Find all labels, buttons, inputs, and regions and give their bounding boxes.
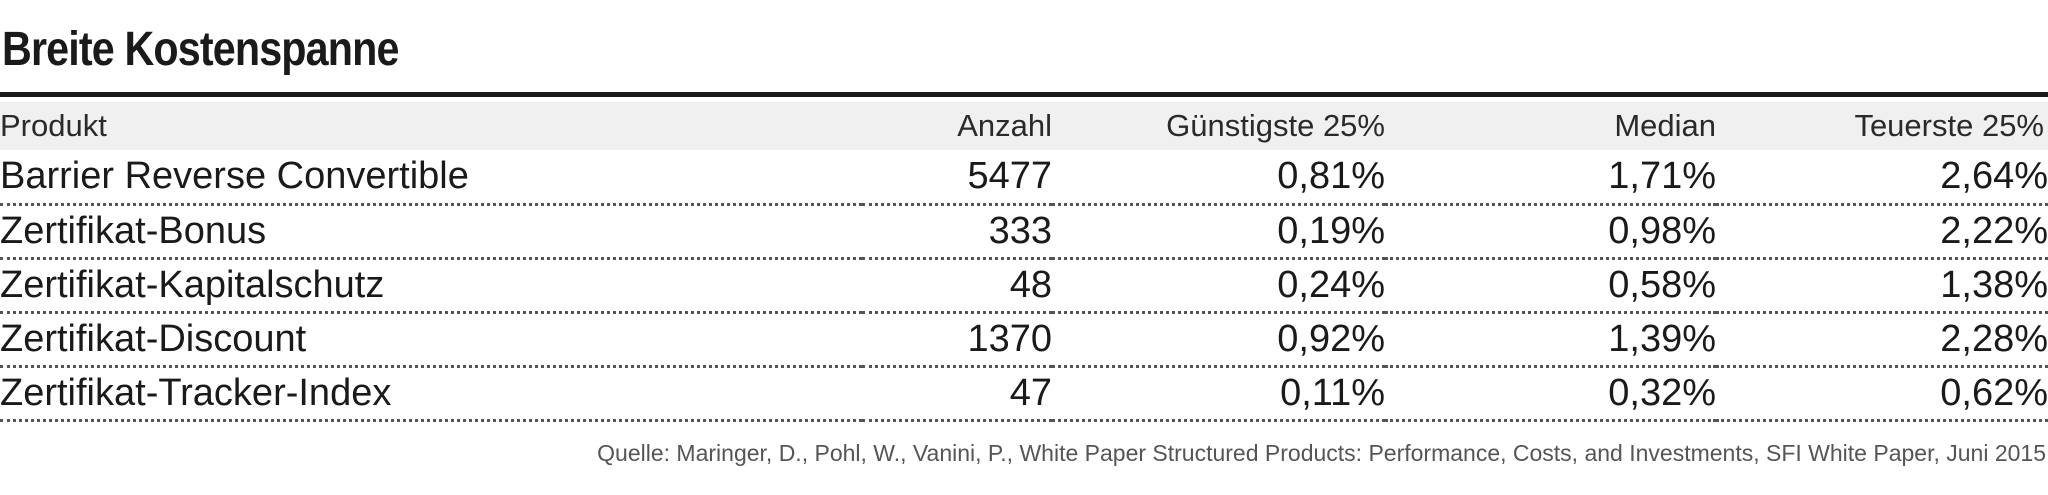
cell-median: 0,32% bbox=[1385, 366, 1716, 422]
cell-produkt: Zertifikat-Bonus bbox=[0, 204, 862, 260]
cell-anzahl: 47 bbox=[862, 366, 1052, 422]
cell-teuerste: 1,38% bbox=[1716, 258, 2048, 314]
cell-teuerste: 2,22% bbox=[1716, 204, 2048, 260]
cell-teuerste: 2,64% bbox=[1716, 150, 2048, 206]
cell-produkt: Zertifikat-Discount bbox=[0, 312, 862, 368]
table-row: Barrier Reverse Convertible 5477 0,81% 1… bbox=[0, 150, 2048, 206]
header-row: Produkt Anzahl Günstigste 25% Median Teu… bbox=[0, 102, 2048, 150]
column-header-teuerste: Teuerste 25% bbox=[1854, 108, 2044, 143]
cell-produkt: Barrier Reverse Convertible bbox=[0, 150, 862, 206]
cell-guenstigste: 0,92% bbox=[1052, 312, 1385, 368]
cell-produkt: Zertifikat-Tracker-Index bbox=[0, 366, 862, 422]
header-background bbox=[0, 102, 2048, 150]
cell-guenstigste: 0,19% bbox=[1052, 204, 1385, 260]
cost-table: Produkt Anzahl Günstigste 25% Median Teu… bbox=[0, 102, 2048, 422]
column-header-produkt: Produkt bbox=[0, 108, 107, 143]
table-row: Zertifikat-Bonus 333 0,19% 0,98% 2,22% bbox=[0, 204, 2048, 260]
cell-median: 0,98% bbox=[1385, 204, 1716, 260]
column-header-anzahl: Anzahl bbox=[957, 108, 1052, 143]
table-row: Zertifikat-Discount 1370 0,92% 1,39% 2,2… bbox=[0, 312, 2048, 368]
cell-anzahl: 48 bbox=[862, 258, 1052, 314]
table-row: Zertifikat-Tracker-Index 47 0,11% 0,32% … bbox=[0, 366, 2048, 422]
cell-guenstigste: 0,24% bbox=[1052, 258, 1385, 314]
title-rule bbox=[0, 92, 2048, 97]
table-row: Zertifikat-Kapitalschutz 48 0,24% 0,58% … bbox=[0, 258, 2048, 314]
cell-anzahl: 1370 bbox=[862, 312, 1052, 368]
cell-produkt: Zertifikat-Kapitalschutz bbox=[0, 258, 862, 314]
cell-teuerste: 2,28% bbox=[1716, 312, 2048, 368]
cell-median: 1,71% bbox=[1385, 150, 1716, 206]
table-title: Breite Kostenspanne bbox=[2, 23, 399, 76]
cell-median: 1,39% bbox=[1385, 312, 1716, 368]
cell-anzahl: 5477 bbox=[862, 150, 1052, 206]
source-note: Quelle: Maringer, D., Pohl, W., Vanini, … bbox=[597, 440, 2046, 466]
cell-guenstigste: 0,11% bbox=[1052, 366, 1385, 422]
cell-teuerste: 0,62% bbox=[1716, 366, 2048, 422]
column-header-guenstigste: Günstigste 25% bbox=[1166, 108, 1385, 143]
cell-median: 0,58% bbox=[1385, 258, 1716, 314]
cell-anzahl: 333 bbox=[862, 204, 1052, 260]
cell-guenstigste: 0,81% bbox=[1052, 150, 1385, 206]
column-header-median: Median bbox=[1614, 108, 1716, 143]
